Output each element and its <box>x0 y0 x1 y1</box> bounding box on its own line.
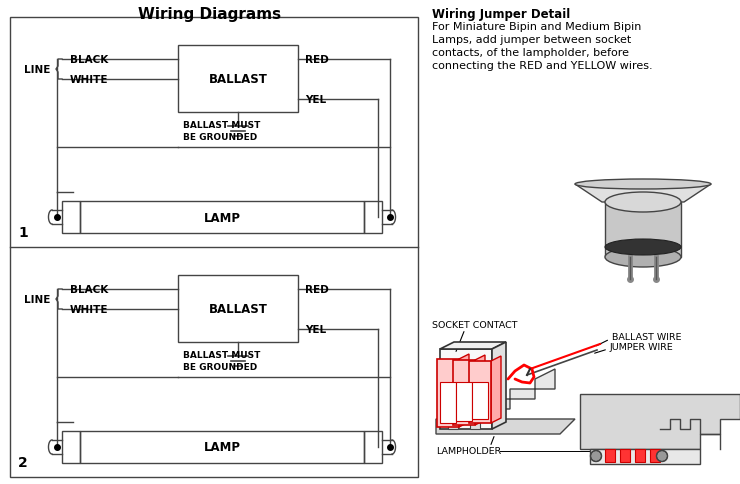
Polygon shape <box>448 361 458 429</box>
Text: JUMPER WIRE: JUMPER WIRE <box>610 342 673 351</box>
Polygon shape <box>440 342 506 349</box>
Text: LAMP: LAMP <box>204 211 241 224</box>
Text: LINE: LINE <box>24 65 50 75</box>
Polygon shape <box>491 356 501 423</box>
Text: RED: RED <box>305 55 329 65</box>
Polygon shape <box>472 382 488 419</box>
Text: SOCKET CONTACT: SOCKET CONTACT <box>432 321 517 330</box>
Polygon shape <box>580 394 740 449</box>
Text: BALLAST WIRE: BALLAST WIRE <box>612 332 682 341</box>
Polygon shape <box>437 359 459 427</box>
Polygon shape <box>469 361 491 423</box>
Ellipse shape <box>575 180 711 190</box>
Text: BALLAST MUST
BE GROUNDED: BALLAST MUST BE GROUNDED <box>183 350 260 371</box>
Circle shape <box>591 451 602 462</box>
Text: Wiring Jumper Detail: Wiring Jumper Detail <box>432 8 571 21</box>
Text: 2: 2 <box>18 455 28 469</box>
Text: BALLAST MUST
BE GROUNDED: BALLAST MUST BE GROUNDED <box>183 121 260 141</box>
Text: YEL: YEL <box>305 324 326 334</box>
Text: BALLAST: BALLAST <box>209 302 267 316</box>
Text: LINE: LINE <box>24 294 50 304</box>
Text: RED: RED <box>305 285 329 294</box>
Polygon shape <box>605 203 681 257</box>
Text: YEL: YEL <box>305 95 326 105</box>
Ellipse shape <box>605 247 681 268</box>
Text: 1: 1 <box>18 226 28 240</box>
Text: Wiring Diagrams: Wiring Diagrams <box>138 7 281 22</box>
Text: BLACK: BLACK <box>70 55 108 65</box>
Polygon shape <box>492 342 506 429</box>
Polygon shape <box>620 449 630 462</box>
Text: contacts, of the lampholder, before: contacts, of the lampholder, before <box>432 48 629 58</box>
Text: BALLAST: BALLAST <box>209 73 267 86</box>
Polygon shape <box>459 354 469 427</box>
Polygon shape <box>650 449 660 462</box>
Text: LAMP: LAMP <box>204 440 241 454</box>
Polygon shape <box>475 355 485 425</box>
Polygon shape <box>635 449 645 462</box>
Polygon shape <box>453 360 475 425</box>
Circle shape <box>656 451 667 462</box>
Polygon shape <box>590 449 700 464</box>
Text: BLACK: BLACK <box>70 285 108 294</box>
Polygon shape <box>440 349 492 429</box>
Polygon shape <box>456 382 472 421</box>
Polygon shape <box>470 361 480 429</box>
Text: For Miniature Bipin and Medium Bipin: For Miniature Bipin and Medium Bipin <box>432 22 642 32</box>
Ellipse shape <box>605 193 681 212</box>
Text: WHITE: WHITE <box>70 304 109 314</box>
Text: connecting the RED and YELLOW wires.: connecting the RED and YELLOW wires. <box>432 61 653 71</box>
Polygon shape <box>436 419 575 434</box>
Polygon shape <box>495 369 555 409</box>
Text: LAMPHOLDER: LAMPHOLDER <box>436 447 501 455</box>
Text: Lamps, add jumper between socket: Lamps, add jumper between socket <box>432 35 631 45</box>
Polygon shape <box>575 184 711 203</box>
Ellipse shape <box>605 240 681 256</box>
Polygon shape <box>605 449 615 462</box>
Text: WHITE: WHITE <box>70 75 109 85</box>
Polygon shape <box>440 382 456 423</box>
